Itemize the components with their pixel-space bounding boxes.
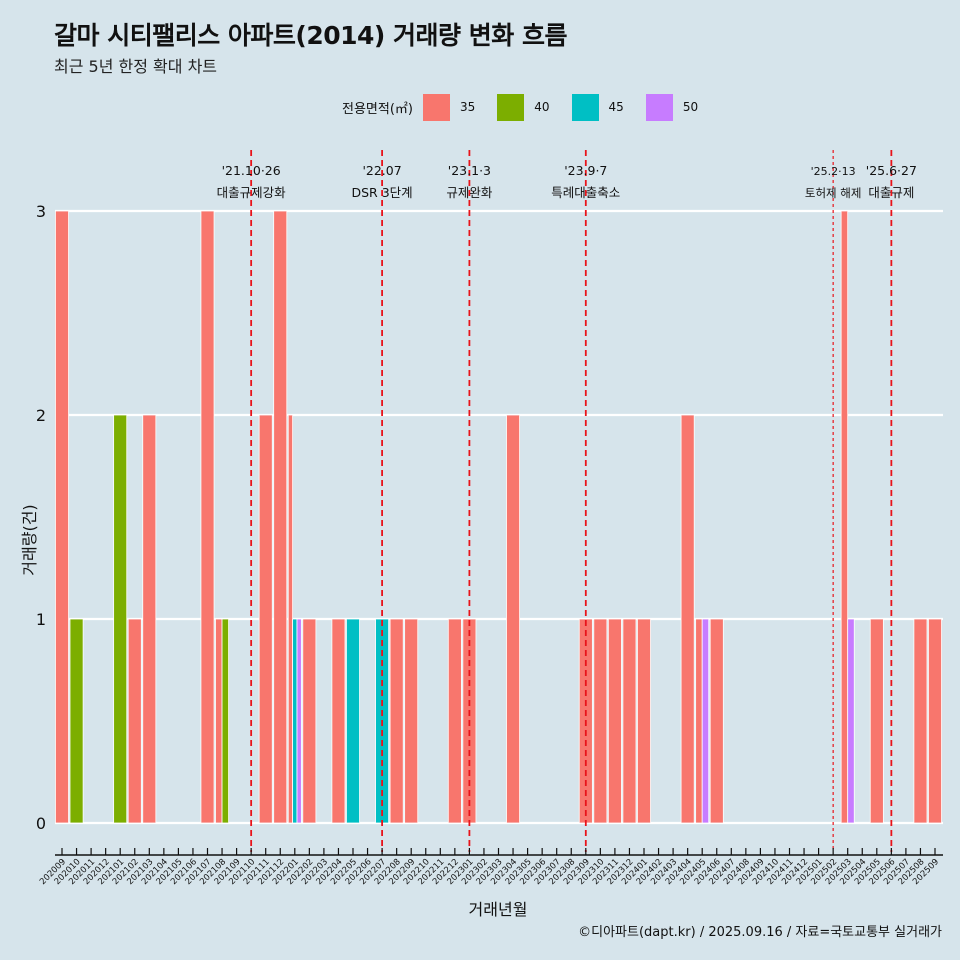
- legend-title: 전용면적(㎡): [342, 101, 413, 117]
- legend-label-40: 40: [534, 100, 550, 114]
- bar-202201-45: [292, 618, 298, 824]
- bar-202108-35: [215, 618, 223, 824]
- bar-202505-35: [869, 618, 884, 824]
- legend-label-50: 50: [682, 100, 699, 114]
- y-axis-title: 거래량(건): [20, 504, 39, 576]
- legend-swatch-45: [571, 93, 599, 121]
- annotation-date: '23.1·3: [448, 163, 491, 178]
- annotation-date: '23.9·7: [564, 163, 607, 178]
- y-tick-label: 0: [36, 814, 46, 833]
- y-tick-label: 2: [36, 406, 46, 425]
- legend-swatch-35: [422, 93, 450, 121]
- bar-202312-35: [622, 618, 637, 824]
- bar-202405-35: [695, 618, 703, 824]
- y-axis-ticks: 0 1 2 3: [36, 202, 46, 833]
- gridlines: [55, 209, 943, 825]
- bar-202111-35: [258, 414, 273, 824]
- annotation-label: DSR 3단계: [352, 185, 413, 200]
- bar-202108-40: [221, 618, 229, 824]
- bar-202405-50: [701, 618, 710, 824]
- bar-202503-35: [840, 210, 849, 824]
- bar-202212-35: [447, 618, 462, 824]
- bar-202201-35: [287, 414, 294, 824]
- bar-202101-40: [113, 414, 128, 824]
- bar-202503-50: [847, 618, 855, 824]
- bar-202509-35: [928, 618, 942, 824]
- bar-202202-35: [302, 618, 317, 824]
- bar-202205-45: [346, 618, 360, 824]
- y-tick-label: 1: [36, 610, 46, 629]
- bar-202209-35: [404, 618, 419, 824]
- bar-202208-35: [389, 618, 404, 824]
- annotation-label: 토허제 해제: [805, 186, 862, 200]
- bars: [55, 210, 942, 824]
- y-tick-label: 3: [36, 202, 46, 221]
- legend-swatch-50: [645, 93, 673, 121]
- annotation-label: 특례대출축소: [551, 185, 620, 200]
- bar-202404-35: [680, 414, 695, 824]
- bar-202010-40: [69, 618, 84, 824]
- bar-202201-50: [296, 618, 302, 824]
- bar-202508-35: [913, 618, 928, 824]
- bar-202311-35: [607, 618, 622, 824]
- annotation-label: 대출규제강화: [217, 185, 287, 200]
- bar-202009-35: [55, 210, 69, 824]
- legend-label-35: 35: [459, 100, 476, 114]
- legend: 전용면적(㎡) 35 40 45 50: [342, 93, 720, 121]
- legend-label-45: 45: [608, 100, 624, 114]
- bar-202107-35: [200, 210, 215, 824]
- annotations: '21.10·26 대출규제강화 '22.07 DSR 3단계 '23.1·3 규제완화 '…: [217, 150, 917, 852]
- chart-subtitle: 최근 5년 한정 확대 차트: [54, 57, 218, 76]
- legend-swatch-40: [497, 93, 525, 121]
- x-axis-title: 거래년월: [468, 900, 528, 919]
- source-caption: ©디아파트(dapt.kr) / 2025.09.16 / 자료=국토교통부 실…: [578, 925, 942, 940]
- bar-202304-35: [506, 414, 520, 824]
- bar-202103-35: [142, 414, 157, 824]
- bar-202406-35: [709, 618, 724, 824]
- annotation-date: '22.07: [362, 163, 401, 178]
- bar-202112-35: [273, 210, 288, 824]
- chart-title: 갈마 시티팰리스 아파트(2014) 거래량 변화 흐름: [54, 21, 567, 50]
- bar-202204-35: [331, 618, 346, 824]
- annotation-date: '25.2·13: [811, 165, 856, 178]
- x-axis: 2020092020102020112020122021012021022021…: [38, 848, 943, 887]
- bar-202310-35: [593, 618, 608, 824]
- annotation-date: '25.6·27: [866, 163, 917, 178]
- annotation-label: 규제완화: [446, 185, 493, 200]
- bar-202401-35: [637, 618, 651, 824]
- bar-202102-35: [127, 618, 142, 824]
- annotation-label: 대출규제: [868, 185, 914, 200]
- annotation-date: '21.10·26: [222, 163, 281, 178]
